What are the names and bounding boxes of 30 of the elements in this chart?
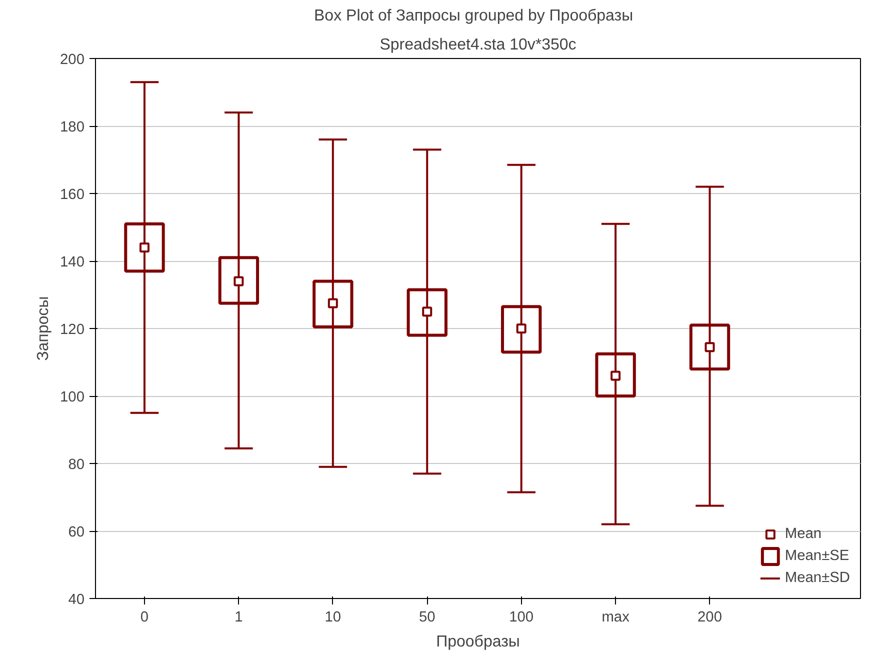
point bbox=[234, 276, 244, 286]
x-axis-title: Прообразы bbox=[436, 634, 520, 650]
x-tick-label: 10 bbox=[324, 610, 342, 626]
y-tick-label: 40 bbox=[68, 592, 85, 608]
x-tick-label: 1 bbox=[234, 610, 243, 626]
point bbox=[704, 342, 715, 352]
legend-label: Mean bbox=[784, 526, 822, 542]
x-tick-label: 50 bbox=[418, 610, 436, 626]
point bbox=[610, 370, 621, 381]
text: Mean±SD bbox=[784, 570, 850, 586]
point bbox=[422, 306, 432, 317]
y-tick-label: 100 bbox=[60, 390, 85, 406]
y-tick-label: 120 bbox=[60, 322, 85, 338]
y-tick-label: 60 bbox=[68, 524, 85, 540]
x-tick-label: 100 bbox=[509, 610, 534, 626]
x-tick-label: 200 bbox=[698, 610, 722, 626]
point bbox=[139, 242, 150, 252]
y-axis-title: Запросы bbox=[35, 296, 52, 361]
y-tick-label: 180 bbox=[60, 120, 85, 136]
y-tick-label: 140 bbox=[60, 254, 85, 270]
y-tick-label: 160 bbox=[60, 187, 85, 203]
y-tick-label: 200 bbox=[60, 52, 85, 68]
chart-title: Box Plot of Запросы grouped by Прообразы bbox=[314, 8, 634, 24]
point bbox=[516, 324, 526, 334]
y-tick-label: 80 bbox=[68, 457, 85, 473]
legend-label: Mean±SE bbox=[784, 548, 850, 564]
x-tick-label: max bbox=[602, 610, 630, 626]
chart-subtitle: Spreadsheet4.sta 10v*350c bbox=[380, 36, 576, 54]
x-tick-label: 0 bbox=[140, 610, 149, 626]
point bbox=[328, 298, 338, 308]
